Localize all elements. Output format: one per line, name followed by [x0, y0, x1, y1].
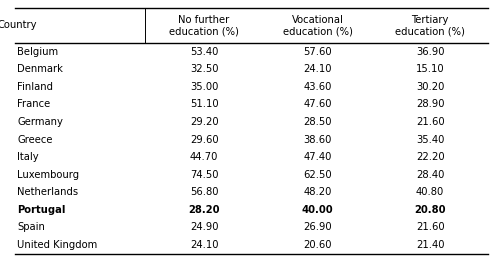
Text: Germany: Germany: [17, 117, 63, 127]
Text: 40.80: 40.80: [416, 187, 444, 197]
Text: 20.80: 20.80: [414, 205, 446, 215]
Text: 21.40: 21.40: [416, 240, 444, 250]
Text: 21.60: 21.60: [416, 117, 444, 127]
Text: No further
education (%): No further education (%): [169, 15, 239, 36]
Text: 48.20: 48.20: [304, 187, 332, 197]
Text: 53.40: 53.40: [190, 47, 218, 57]
Text: 28.50: 28.50: [303, 117, 332, 127]
Text: 20.60: 20.60: [303, 240, 332, 250]
Text: 51.10: 51.10: [190, 99, 218, 110]
Text: 28.20: 28.20: [188, 205, 220, 215]
Text: 29.20: 29.20: [190, 117, 218, 127]
Text: 38.60: 38.60: [304, 135, 332, 145]
Text: Greece: Greece: [17, 135, 53, 145]
Text: 22.20: 22.20: [416, 152, 444, 162]
Text: 47.60: 47.60: [303, 99, 332, 110]
Text: 28.40: 28.40: [416, 170, 444, 180]
Text: France: France: [17, 99, 50, 110]
Text: 35.40: 35.40: [416, 135, 444, 145]
Text: 24.90: 24.90: [190, 222, 218, 233]
Text: 24.10: 24.10: [303, 64, 332, 74]
Text: 24.10: 24.10: [190, 240, 218, 250]
Text: Luxembourg: Luxembourg: [17, 170, 79, 180]
Text: 47.40: 47.40: [304, 152, 332, 162]
Text: Portugal: Portugal: [17, 205, 66, 215]
Text: 40.00: 40.00: [302, 205, 333, 215]
Text: United Kingdom: United Kingdom: [17, 240, 98, 250]
Text: Finland: Finland: [17, 82, 53, 92]
Text: 32.50: 32.50: [190, 64, 218, 74]
Text: 35.00: 35.00: [190, 82, 218, 92]
Text: 21.60: 21.60: [416, 222, 444, 233]
Text: 36.90: 36.90: [416, 47, 444, 57]
Text: Country: Country: [0, 20, 37, 30]
Text: Vocational
education (%): Vocational education (%): [283, 15, 352, 36]
Text: 15.10: 15.10: [416, 64, 444, 74]
Text: Spain: Spain: [17, 222, 45, 233]
Text: 44.70: 44.70: [190, 152, 218, 162]
Text: Netherlands: Netherlands: [17, 187, 78, 197]
Text: 29.60: 29.60: [190, 135, 218, 145]
Text: Italy: Italy: [17, 152, 39, 162]
Text: Tertiary
education (%): Tertiary education (%): [395, 15, 465, 36]
Text: 28.90: 28.90: [416, 99, 444, 110]
Text: 57.60: 57.60: [303, 47, 332, 57]
Text: 43.60: 43.60: [304, 82, 332, 92]
Text: 74.50: 74.50: [190, 170, 218, 180]
Text: 62.50: 62.50: [303, 170, 332, 180]
Text: 56.80: 56.80: [190, 187, 218, 197]
Text: Belgium: Belgium: [17, 47, 58, 57]
Text: Denmark: Denmark: [17, 64, 63, 74]
Text: 26.90: 26.90: [303, 222, 332, 233]
Text: 30.20: 30.20: [416, 82, 444, 92]
